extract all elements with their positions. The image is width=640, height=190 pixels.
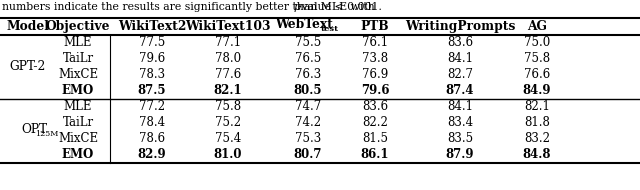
Text: 78.4: 78.4 [139,116,165,130]
Text: 75.8: 75.8 [524,52,550,66]
Text: 75.4: 75.4 [215,132,241,146]
Text: 84.8: 84.8 [523,149,551,162]
Text: 82.2: 82.2 [362,116,388,130]
Text: -value < 0.001.: -value < 0.001. [298,2,382,12]
Text: 76.9: 76.9 [362,69,388,82]
Text: 84.1: 84.1 [447,101,473,113]
Text: 78.0: 78.0 [215,52,241,66]
Text: 81.8: 81.8 [524,116,550,130]
Text: 79.6: 79.6 [361,85,389,97]
Text: 73.8: 73.8 [362,52,388,66]
Text: MLE: MLE [64,36,92,50]
Text: 75.0: 75.0 [524,36,550,50]
Text: 77.6: 77.6 [215,69,241,82]
Text: AG: AG [527,20,547,33]
Text: 75.2: 75.2 [215,116,241,130]
Text: 79.6: 79.6 [139,52,165,66]
Text: 80.7: 80.7 [294,149,323,162]
Text: 76.6: 76.6 [524,69,550,82]
Text: numbers indicate the results are significantly better than MLE with: numbers indicate the results are signifi… [2,2,378,12]
Text: 76.1: 76.1 [362,36,388,50]
Text: 77.2: 77.2 [139,101,165,113]
Text: OPT: OPT [21,123,47,136]
Text: 75.8: 75.8 [215,101,241,113]
Text: 74.7: 74.7 [295,101,321,113]
Text: 83.6: 83.6 [362,101,388,113]
Text: EMO: EMO [62,149,94,162]
Text: WebText: WebText [275,18,333,32]
Text: 83.2: 83.2 [524,132,550,146]
Text: 82.7: 82.7 [447,69,473,82]
Text: EMO: EMO [62,85,94,97]
Text: 82.1: 82.1 [214,85,243,97]
Text: 81.0: 81.0 [214,149,243,162]
Text: 84.9: 84.9 [523,85,551,97]
Text: 76.5: 76.5 [295,52,321,66]
Text: test: test [321,25,339,33]
Text: 80.5: 80.5 [294,85,323,97]
Text: p: p [293,2,300,12]
Text: 84.1: 84.1 [447,52,473,66]
Text: TaiLr: TaiLr [63,116,93,130]
Text: 75.3: 75.3 [295,132,321,146]
Text: 76.3: 76.3 [295,69,321,82]
Text: 83.5: 83.5 [447,132,473,146]
Text: MLE: MLE [64,101,92,113]
Text: WikiText2: WikiText2 [118,20,186,33]
Text: 78.6: 78.6 [139,132,165,146]
Text: 83.4: 83.4 [447,116,473,130]
Text: WritingPrompts: WritingPrompts [405,20,515,33]
Text: 82.9: 82.9 [138,149,166,162]
Text: 82.1: 82.1 [524,101,550,113]
Text: 81.5: 81.5 [362,132,388,146]
Text: WikiText103: WikiText103 [185,20,271,33]
Text: 87.5: 87.5 [138,85,166,97]
Text: Model: Model [6,20,49,33]
Text: GPT-2: GPT-2 [10,60,46,74]
Text: TaiLr: TaiLr [63,52,93,66]
Text: MixCE: MixCE [58,132,98,146]
Text: 74.2: 74.2 [295,116,321,130]
Text: 87.9: 87.9 [445,149,474,162]
Text: 87.4: 87.4 [445,85,474,97]
Text: MixCE: MixCE [58,69,98,82]
Text: PTB: PTB [361,20,389,33]
Text: 77.1: 77.1 [215,36,241,50]
Text: 86.1: 86.1 [361,149,389,162]
Text: 77.5: 77.5 [139,36,165,50]
Text: 75.5: 75.5 [295,36,321,50]
Text: 125M: 125M [35,131,58,139]
Text: 83.6: 83.6 [447,36,473,50]
Text: Objective: Objective [45,20,110,33]
Text: 78.3: 78.3 [139,69,165,82]
